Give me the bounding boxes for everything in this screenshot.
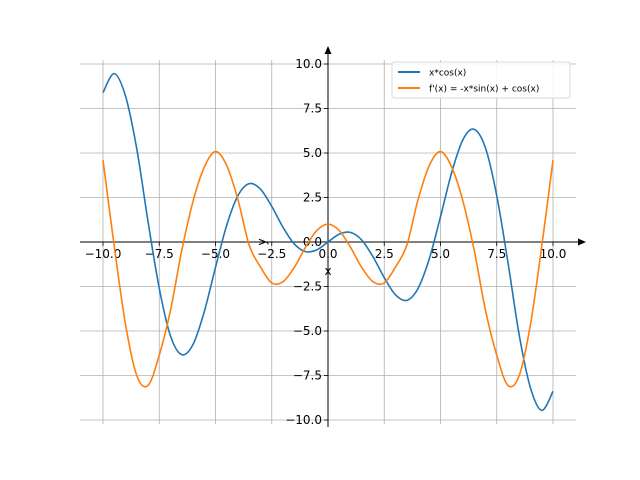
y-tick-label: 0.0	[303, 235, 322, 249]
x-tick-label: 5.0	[431, 247, 450, 261]
x-tick-label: 7.5	[487, 247, 506, 261]
y-axis-label: y	[255, 238, 269, 245]
series-lines	[102, 72, 554, 412]
series-line-2	[102, 150, 554, 388]
x-axis-arrow-icon	[578, 238, 586, 246]
y-tick-label: −10.0	[285, 413, 322, 427]
y-axis-arrow-icon	[324, 46, 332, 54]
y-tick-label: 2.5	[303, 191, 322, 205]
x-tick-label: 10.0	[540, 247, 567, 261]
legend-label-series-2: f'(x) = -x*sin(x) + cos(x)	[429, 85, 539, 95]
y-tick-label: 5.0	[303, 146, 322, 160]
x-tick-label: −2.5	[257, 247, 286, 261]
x-tick-label: −5.0	[201, 247, 230, 261]
legend: x*cos(x) f'(x) = -x*sin(x) + cos(x)	[391, 61, 571, 99]
x-tick-label: −7.5	[145, 247, 174, 261]
y-tick-label: −5.0	[293, 324, 322, 338]
legend-box	[391, 61, 571, 99]
legend-label-series-1: x*cos(x)	[429, 69, 466, 79]
x-axis-label: x	[324, 264, 331, 278]
x-tick-label: 2.5	[375, 247, 394, 261]
axes: x −10.0 −7.5 −5.0 −2.5 0.0 2.5 5.0 7.5 10.0 −10.0…	[80, 46, 586, 427]
x-tick-label: −10.0	[85, 247, 122, 261]
series-line-1	[102, 72, 554, 412]
y-tick-label: −2.5	[293, 280, 322, 294]
y-tick-label: 7.5	[303, 102, 322, 116]
x-tick-label: 0.0	[318, 247, 337, 261]
y-tick-label: 10.0	[295, 57, 322, 71]
y-tick-label: −7.5	[293, 369, 322, 383]
